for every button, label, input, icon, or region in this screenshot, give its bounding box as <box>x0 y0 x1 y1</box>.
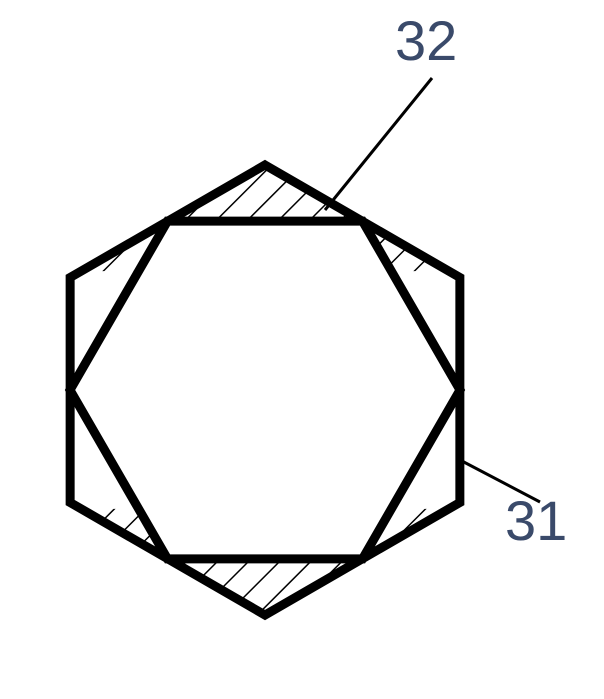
outer-hexagon <box>70 165 460 615</box>
inner-hexagon <box>70 221 460 559</box>
leader-line-32 <box>325 78 432 210</box>
label-32: 32 <box>395 9 457 72</box>
label-31: 31 <box>505 489 567 552</box>
